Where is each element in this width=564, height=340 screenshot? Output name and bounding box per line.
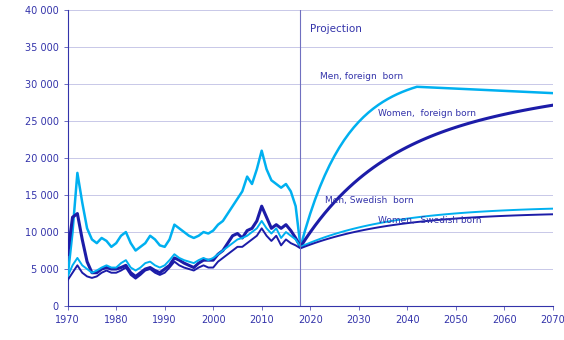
Text: Men, Swedish  born: Men, Swedish born bbox=[325, 197, 413, 205]
Text: Women,  foreign born: Women, foreign born bbox=[378, 109, 476, 118]
Text: Women,  Swedish born: Women, Swedish born bbox=[378, 217, 482, 225]
Text: Men, foreign  born: Men, foreign born bbox=[320, 72, 403, 81]
Text: Projection: Projection bbox=[310, 24, 362, 34]
